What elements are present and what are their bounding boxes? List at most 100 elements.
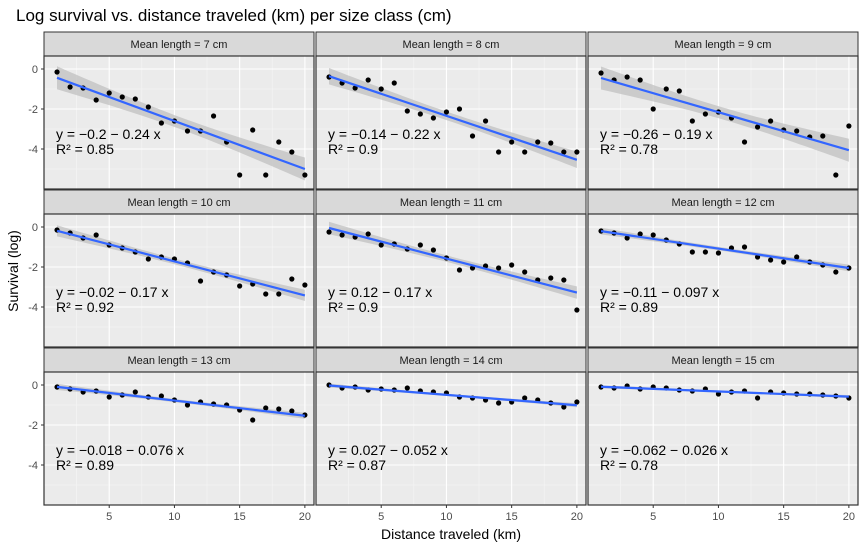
regression-equation: y = −0.11 − 0.097 x: [600, 284, 719, 300]
facet-strip: [43, 31, 315, 57]
y-tick-label: -4: [28, 460, 38, 472]
data-point: [741, 244, 748, 250]
regression-line: [600, 230, 850, 270]
data-point: [430, 247, 436, 253]
panel-border: [315, 213, 587, 348]
data-point: [833, 269, 839, 275]
data-point: [119, 94, 125, 100]
data-point: [276, 291, 282, 297]
data-point: [637, 77, 643, 83]
facet-strip-label: Mean length = 12 cm: [671, 197, 774, 209]
regression-line: [328, 75, 578, 161]
facet-strip: [315, 347, 587, 373]
data-point: [535, 139, 541, 145]
y-tick-label: -4: [28, 144, 38, 156]
r-squared-label: R² = 0.78: [600, 457, 658, 473]
facet-strip-label: Mean length = 10 cm: [127, 197, 230, 209]
data-point: [365, 77, 371, 83]
data-point: [237, 283, 243, 289]
facet-panel: Mean length = 15 cm y = −0.062 − 0.026 xR…: [587, 347, 859, 523]
data-point: [250, 127, 256, 133]
regression-equation: y = 0.12 − 0.17 x: [328, 284, 432, 300]
x-tick-label: 15: [506, 511, 518, 523]
data-point: [496, 265, 502, 271]
data-point: [833, 172, 839, 178]
facet-strip-label: Mean length = 11 cm: [400, 197, 502, 209]
x-tick-label: 20: [843, 511, 855, 523]
regression-equation: y = −0.2 − 0.24 x: [56, 126, 161, 142]
data-point: [624, 235, 630, 241]
r-squared-label: R² = 0.9: [328, 299, 378, 315]
facet-strip-label: Mean length = 15 cm: [671, 355, 774, 367]
data-point: [548, 275, 554, 281]
data-point: [352, 85, 358, 91]
data-point: [469, 133, 476, 139]
r-squared-label: R² = 0.87: [328, 457, 386, 473]
panel-border: [315, 371, 587, 506]
data-point: [289, 276, 295, 282]
facet-strip-label: Mean length = 7 cm: [131, 39, 228, 51]
facet-panel: Mean length = 9 cm y = −0.26 − 0.19 xR² =…: [587, 31, 859, 190]
r-squared-label: R² = 0.89: [600, 299, 658, 315]
x-tick-label: 15: [778, 511, 790, 523]
data-point: [184, 402, 191, 408]
facet-strip: [315, 31, 587, 57]
panel-border: [587, 371, 859, 506]
data-point: [145, 256, 151, 262]
x-tick-label: 10: [712, 511, 724, 523]
y-tick-label: 0: [32, 222, 38, 234]
r-squared-label: R² = 0.85: [56, 141, 114, 157]
data-point: [741, 139, 748, 145]
regression-line: [56, 229, 306, 297]
data-point: [715, 250, 722, 256]
facet-strip-label: Mean length = 9 cm: [675, 39, 772, 51]
x-tick-label: 15: [234, 511, 246, 523]
data-point: [197, 278, 204, 284]
x-tick-label: 10: [168, 511, 180, 523]
data-point: [624, 74, 630, 80]
facet-panel: Mean length = 11 cm y = 0.12 − 0.17 xR² =…: [315, 189, 587, 348]
data-point: [663, 86, 669, 92]
facet-strip: [43, 347, 315, 373]
panel-border: [587, 55, 859, 190]
data-point: [702, 249, 708, 255]
data-point: [250, 417, 256, 423]
regression-equation: y = 0.027 − 0.052 x: [328, 442, 448, 458]
data-point: [754, 395, 761, 401]
data-point: [574, 399, 580, 405]
data-point: [496, 149, 502, 155]
data-point: [263, 291, 269, 297]
data-point: [93, 232, 99, 238]
data-point: [443, 109, 450, 115]
data-point: [289, 408, 295, 414]
data-point: [132, 96, 138, 102]
y-tick-label: -2: [28, 262, 38, 274]
data-point: [482, 118, 489, 124]
y-tick-label: 0: [32, 64, 38, 76]
x-tick-label: 20: [571, 511, 583, 523]
y-tick-label: 0: [32, 380, 38, 392]
data-point: [820, 133, 826, 139]
data-point: [768, 118, 774, 124]
data-point: [54, 69, 60, 75]
r-squared-label: R² = 0.89: [56, 457, 114, 473]
facet-panel: Mean length = 10 cm y = −0.02 − 0.17 xR² …: [28, 189, 315, 348]
x-tick-label: 5: [378, 511, 384, 523]
data-point: [754, 124, 761, 130]
data-point: [561, 277, 567, 283]
data-point: [430, 115, 436, 121]
y-tick-label: -2: [28, 420, 38, 432]
data-point: [184, 128, 191, 134]
data-point: [404, 108, 410, 114]
r-squared-label: R² = 0.78: [600, 141, 658, 157]
regression-line: [600, 76, 850, 152]
facet-strip: [315, 189, 587, 215]
facet-panel: Mean length = 13 cm y = −0.018 − 0.076 xR…: [28, 347, 315, 523]
data-point: [158, 120, 164, 126]
facet-strip: [587, 31, 859, 57]
data-point: [339, 232, 345, 238]
data-point: [522, 395, 528, 401]
r-squared-label: R² = 0.9: [328, 141, 378, 157]
regression-line: [600, 385, 849, 398]
data-point: [158, 393, 164, 399]
